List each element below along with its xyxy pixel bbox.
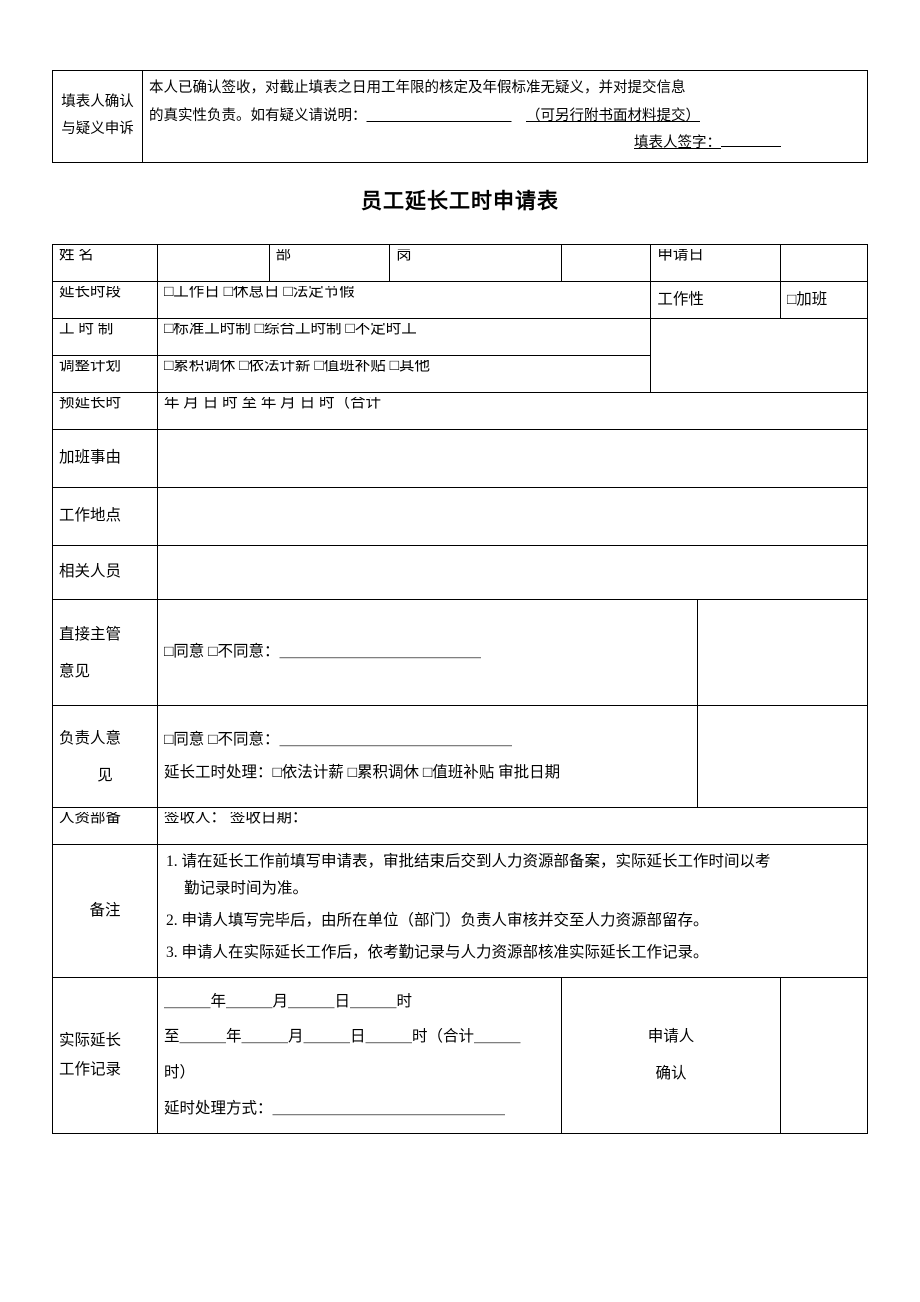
leader-body[interactable]: □同意 □不同意：＿＿＿＿＿＿＿＿＿＿＿＿＿＿＿ 延长工时处理：□依法计薪 □累…: [157, 706, 697, 808]
hr-label: 人资部备: [53, 808, 158, 845]
apply-date-value[interactable]: [780, 245, 867, 282]
confirm-body-l2: 的真实性负责。如有疑义请说明：＿＿＿＿＿＿＿＿＿＿ （可另行附书面材料提交）: [149, 103, 861, 131]
confirm-sign-line: 填表人签字：: [149, 130, 861, 158]
hr-body[interactable]: 签收人： 签收日期：: [157, 808, 867, 845]
post-value[interactable]: [562, 245, 651, 282]
pre-extend-body[interactable]: 年 月 日 时 至 年 月 日 时（合计: [157, 393, 867, 430]
confirm-body-cell: 本人已确认签收，对截止填表之日用工年限的核定及年假标准无疑义，并对提交信息 的真…: [143, 71, 868, 163]
record-label: 实际延长 工作记录: [53, 977, 158, 1133]
period-options[interactable]: □工作日 □休息日 □法定节假: [157, 282, 650, 319]
name-label: 姓 名: [53, 245, 158, 282]
name-value[interactable]: [157, 245, 269, 282]
confirm-label-cell: 填表人确认 与疑义申诉: [53, 71, 143, 163]
notes-label: 备注: [53, 845, 158, 977]
confirm-label-l2: 与疑义申诉: [59, 116, 136, 144]
main-form-table: 姓 名 部 岗 申请日 延长时段 □工作日 □休息日 □法定节假 工作性 □加班…: [52, 244, 868, 1133]
reason-label: 加班事由: [53, 430, 158, 488]
supervisor-sign[interactable]: [698, 600, 868, 706]
related-label: 相关人员: [53, 546, 158, 600]
confirmation-table: 填表人确认 与疑义申诉 本人已确认签收，对截止填表之日用工年限的核定及年假标准无…: [52, 70, 868, 163]
apply-date-label: 申请日: [651, 245, 780, 282]
hours-system-options[interactable]: □标准工时制 □综合工时制 □不定时工: [157, 319, 650, 356]
blank-cell: [651, 319, 868, 393]
overtime-option[interactable]: □加班: [780, 282, 867, 319]
adjust-plan-label: 调整计划: [53, 356, 158, 393]
confirm-label-l1: 填表人确认: [59, 89, 136, 117]
hours-system-label: 工 时 制: [53, 319, 158, 356]
leader-label: 负责人意 见: [53, 706, 158, 808]
page-title: 员工延长工时申请表: [52, 185, 868, 219]
leader-sign[interactable]: [698, 706, 868, 808]
dept-value[interactable]: 岗: [390, 245, 562, 282]
adjust-plan-options[interactable]: □累积调休 □依法计薪 □值班补贴 □其他: [157, 356, 650, 393]
confirm-body-l1: 本人已确认签收，对截止填表之日用工年限的核定及年假标准无疑义，并对提交信息: [149, 75, 861, 103]
record-body[interactable]: ＿＿＿年＿＿＿月＿＿＿日＿＿＿时 至＿＿＿年＿＿＿月＿＿＿日＿＿＿时（合计＿＿＿…: [157, 977, 561, 1133]
supervisor-label: 直接主管 意见: [53, 600, 158, 706]
period-label: 延长时段: [53, 282, 158, 319]
supervisor-body[interactable]: □同意 □不同意：＿＿＿＿＿＿＿＿＿＿＿＿＿: [157, 600, 697, 706]
applicant-confirm-label: 申请人 确认: [562, 977, 781, 1133]
reason-value[interactable]: [157, 430, 867, 488]
place-label: 工作地点: [53, 488, 158, 546]
pre-extend-label: 预延长时: [53, 393, 158, 430]
work-nature-label: 工作性: [651, 282, 780, 319]
notes-body: 1. 请在延长工作前填写申请表，审批结束后交到人力资源部备案，实际延长工作时间以…: [157, 845, 867, 977]
dept-label: 部: [269, 245, 390, 282]
applicant-confirm-sign[interactable]: [780, 977, 867, 1133]
related-value[interactable]: [157, 546, 867, 600]
place-value[interactable]: [157, 488, 867, 546]
